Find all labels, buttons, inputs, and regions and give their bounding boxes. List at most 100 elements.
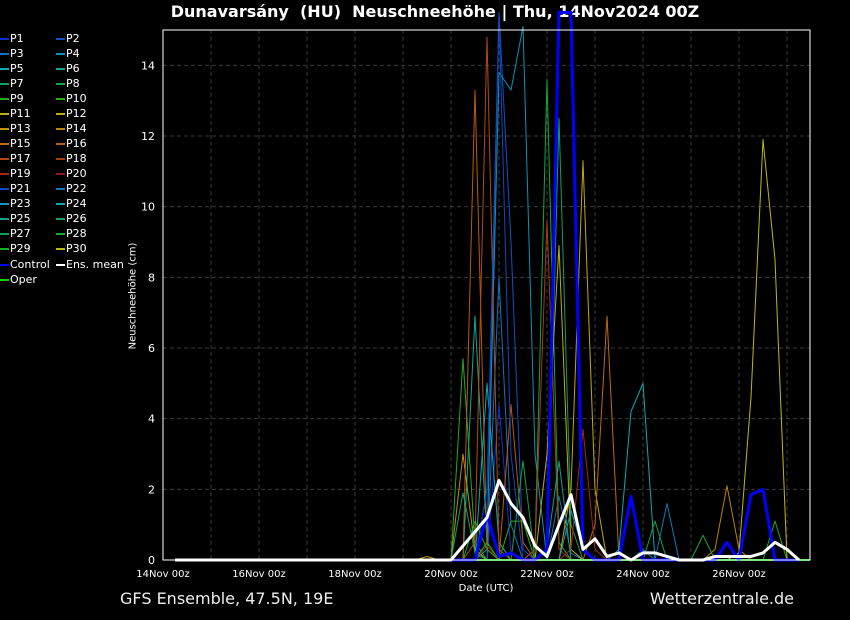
legend-swatch bbox=[56, 128, 65, 130]
legend-label: P12 bbox=[66, 107, 87, 120]
legend-label: P5 bbox=[10, 62, 24, 75]
legend-entry-p14: P14 bbox=[56, 121, 87, 136]
legend-swatch bbox=[56, 68, 65, 70]
legend-swatch bbox=[0, 263, 9, 266]
legend-swatch bbox=[56, 203, 65, 205]
legend-label: P26 bbox=[66, 212, 87, 225]
legend-swatch bbox=[56, 173, 65, 175]
legend-label: P6 bbox=[66, 62, 80, 75]
legend-swatch bbox=[56, 158, 65, 160]
x-axis-label: Date (UTC) bbox=[458, 583, 514, 594]
legend-label: P4 bbox=[66, 47, 80, 60]
x-tick-label: 18Nov 00z bbox=[328, 569, 381, 580]
y-tick-label: 0 bbox=[148, 554, 155, 567]
legend-label: Oper bbox=[10, 273, 37, 286]
legend-swatch bbox=[0, 218, 9, 220]
legend-label: P25 bbox=[10, 212, 31, 225]
legend-label: P21 bbox=[10, 182, 31, 195]
legend-label: P16 bbox=[66, 137, 87, 150]
series-p12 bbox=[175, 160, 799, 561]
legend-label: P30 bbox=[66, 242, 87, 255]
series-p21 bbox=[175, 11, 799, 561]
legend-swatch bbox=[0, 68, 9, 70]
legend-label: P24 bbox=[66, 197, 87, 210]
legend-entry-p25: P25 bbox=[0, 211, 31, 226]
legend-label: P1 bbox=[10, 32, 24, 45]
legend-swatch bbox=[0, 53, 9, 55]
x-tick-label: 16Nov 00z bbox=[232, 569, 285, 580]
x-tick-label: 14Nov 00z bbox=[136, 569, 189, 580]
legend-swatch bbox=[56, 263, 65, 266]
legend-entry-p11: P11 bbox=[0, 106, 31, 121]
legend-entry-p23: P23 bbox=[0, 196, 31, 211]
legend-label: P28 bbox=[66, 227, 87, 240]
legend-entry-p17: P17 bbox=[0, 151, 31, 166]
legend-swatch bbox=[0, 158, 9, 160]
plot-frame bbox=[162, 29, 811, 561]
y-tick-label: 6 bbox=[148, 342, 155, 355]
legend-entry-p7: P7 bbox=[0, 76, 24, 91]
x-tick-label: 22Nov 00z bbox=[520, 569, 573, 580]
legend-entry-p29: P29 bbox=[0, 241, 31, 256]
legend-entry-oper: Oper bbox=[0, 272, 37, 287]
legend-label: P17 bbox=[10, 152, 31, 165]
legend-entry-p24: P24 bbox=[56, 196, 87, 211]
legend-entry-p3: P3 bbox=[0, 46, 24, 61]
legend-label: P9 bbox=[10, 92, 24, 105]
x-tick-label: 24Nov 00z bbox=[616, 569, 669, 580]
chart-title: Dunavarsány (HU) Neuschneehöhe | Thu, 14… bbox=[170, 2, 700, 21]
y-tick-label: 14 bbox=[141, 59, 155, 72]
legend-entry-p4: P4 bbox=[56, 46, 80, 61]
legend-entry-p6: P6 bbox=[56, 61, 80, 76]
legend-entry-p2: P2 bbox=[56, 31, 80, 46]
legend-entry-p9: P9 bbox=[0, 91, 24, 106]
legend-swatch bbox=[56, 143, 65, 145]
legend-label: P3 bbox=[10, 47, 24, 60]
legend-entry-p12: P12 bbox=[56, 106, 87, 121]
legend-swatch bbox=[56, 53, 65, 55]
legend-entry-p27: P27 bbox=[0, 226, 31, 241]
legend-entry-p1: P1 bbox=[0, 31, 24, 46]
legend-label: P7 bbox=[10, 77, 24, 90]
legend-entry-p15: P15 bbox=[0, 136, 31, 151]
legend-entry-p5: P5 bbox=[0, 61, 24, 76]
series-p30 bbox=[175, 139, 799, 561]
legend-entry-p21: P21 bbox=[0, 181, 31, 196]
legend-swatch bbox=[0, 233, 9, 235]
legend-swatch bbox=[0, 188, 9, 190]
legend-entry-p19: P19 bbox=[0, 166, 31, 181]
y-tick-label: 10 bbox=[141, 201, 155, 214]
legend-label: Ens. mean bbox=[66, 257, 124, 271]
legend-swatch bbox=[56, 233, 65, 235]
legend-swatch bbox=[0, 83, 9, 85]
y-tick-label: 2 bbox=[148, 483, 155, 496]
y-tick-label: 12 bbox=[141, 130, 155, 143]
legend-entry-p8: P8 bbox=[56, 76, 80, 91]
legend-label: P19 bbox=[10, 167, 31, 180]
legend-swatch bbox=[0, 143, 9, 145]
model-info: GFS Ensemble, 47.5N, 19E bbox=[120, 589, 334, 608]
legend-swatch bbox=[0, 128, 9, 130]
legend-label: Control bbox=[10, 257, 50, 271]
legend-swatch bbox=[56, 248, 65, 250]
x-tick-label: 26Nov 00z bbox=[712, 569, 765, 580]
legend-entry-p20: P20 bbox=[56, 166, 87, 181]
legend-entry-p30: P30 bbox=[56, 241, 87, 256]
legend-label: P20 bbox=[66, 167, 87, 180]
legend-swatch bbox=[56, 188, 65, 190]
legend-entry-ens-mean: Ens. mean bbox=[56, 257, 124, 272]
legend-label: P2 bbox=[66, 32, 80, 45]
x-tick-label: 20Nov 00z bbox=[424, 569, 477, 580]
legend-swatch bbox=[56, 218, 65, 220]
source-credit: Wetterzentrale.de bbox=[649, 589, 794, 608]
legend-label: P11 bbox=[10, 107, 31, 120]
legend-label: P8 bbox=[66, 77, 80, 90]
legend-swatch bbox=[0, 98, 9, 100]
legend-label: P15 bbox=[10, 137, 31, 150]
legend-label: P23 bbox=[10, 197, 31, 210]
legend-label: P10 bbox=[66, 92, 87, 105]
legend-swatch bbox=[56, 83, 65, 85]
y-tick-label: 8 bbox=[148, 271, 155, 284]
legend-label: P22 bbox=[66, 182, 87, 195]
